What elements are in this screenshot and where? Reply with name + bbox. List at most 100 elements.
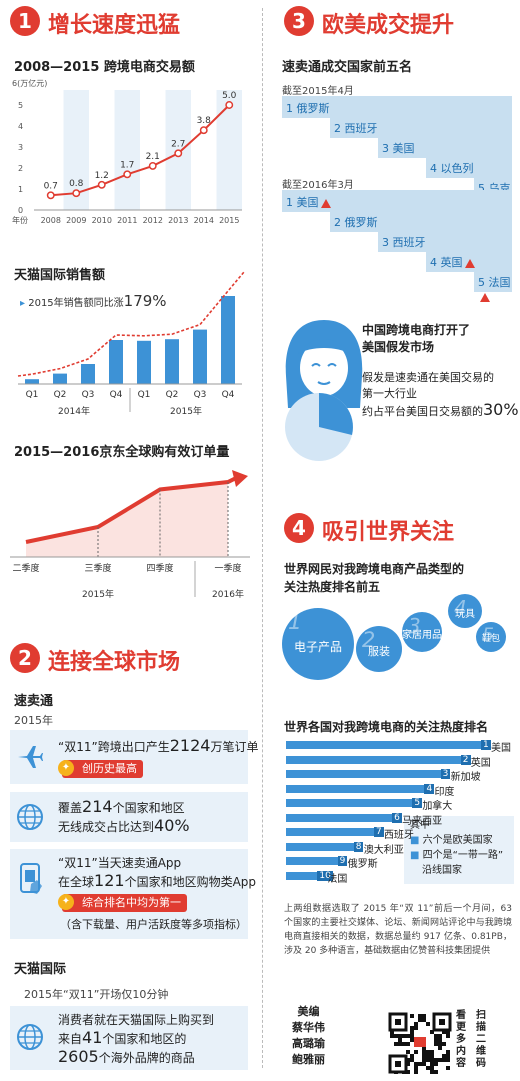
fake-line3-num: 30%: [483, 400, 519, 419]
qr-module: [438, 1034, 442, 1038]
qr-module: [434, 1034, 438, 1038]
item3-line1: “双11”当天速卖通App: [58, 856, 182, 870]
stair-step: [378, 230, 512, 252]
tmall-line2-post: 个国家和地区的: [102, 1032, 187, 1046]
qr-module: [410, 1026, 414, 1030]
globe-icon-2: [17, 1024, 43, 1050]
qr-module: [426, 1022, 430, 1026]
type-bubble-name: 家居用品: [402, 630, 442, 641]
qr-module: [442, 1030, 446, 1034]
item1-num: 2124: [169, 736, 211, 755]
chart1-value-label: 5.0: [222, 91, 237, 101]
qr-module: [426, 1050, 430, 1054]
chart2-annotation-text: 2015年销售额同比涨: [28, 298, 124, 309]
country-label: 新加坡: [450, 772, 481, 783]
country-label: 英国: [470, 757, 491, 769]
country-label: 法国: [327, 873, 348, 885]
chart2-bar: [165, 339, 179, 384]
chart1-point: [225, 101, 234, 109]
chart1-point: [174, 149, 183, 158]
type-bubble-name: 电子产品: [293, 640, 342, 654]
type-bubble-rank: 4: [454, 596, 467, 620]
qr-module: [434, 1062, 438, 1066]
chart1-point: [199, 126, 208, 135]
country-bar: [286, 813, 400, 822]
chart1-ytick: 1: [18, 185, 23, 194]
qr-module: [438, 1046, 442, 1050]
qr-code-icon[interactable]: [388, 1012, 452, 1074]
legend-item1: 六个是欧美国家: [422, 835, 493, 846]
country-label: 马来西亚: [402, 815, 443, 827]
tmall-text: 消费者就在天猫国际上购买到 来自41个国家和地区的 2605个海外品牌的商品: [58, 1012, 214, 1067]
chart1-point: [46, 191, 55, 200]
qr-module: [410, 1034, 414, 1038]
country-label: 俄罗斯: [347, 859, 378, 870]
item1-post: 万笔订单: [210, 740, 259, 754]
type-bubble: 3 家居用品: [402, 612, 442, 652]
types-title1: 世界网民对我跨境电商产品类型的: [284, 562, 465, 576]
stair-label: 2 俄罗斯: [334, 216, 378, 229]
stair-label: 4 英国: [430, 254, 475, 270]
type-bubble: 5 鞋包: [476, 622, 506, 652]
chart1-band: [216, 90, 242, 210]
fake-line1: 假发是速卖通在美国交易的: [362, 371, 494, 384]
qr-module: [414, 1026, 418, 1030]
legend-title: 其中: [410, 820, 430, 831]
country-label: 印度: [434, 786, 455, 798]
country-rank: 7: [373, 827, 384, 837]
qr-module: [414, 1062, 418, 1066]
country-label: 西班牙: [383, 830, 414, 841]
item2-line2-num: 40%: [154, 816, 190, 835]
legend-text: 其中 ■ 六个是欧美国家 ■ 四个是“一带一路” 沿线国家: [410, 820, 504, 876]
chart2-bar: [137, 340, 151, 384]
qr-finder-core: [395, 1061, 401, 1067]
country-bar: [286, 828, 381, 836]
qr-finder-core: [395, 1019, 401, 1025]
chart2-bar: [53, 373, 67, 384]
chart2-xtick: Q2: [166, 390, 179, 400]
stair-label: 1 美国: [286, 194, 331, 210]
stair-step: [378, 136, 512, 158]
country-label: 美国: [491, 743, 511, 754]
chart2-bar: [25, 379, 39, 384]
chart1-xtick: 2012: [143, 216, 163, 225]
qr-module: [430, 1054, 434, 1058]
qr-module: [438, 1058, 442, 1062]
qr-module: [410, 1014, 414, 1018]
type-bubble-rank: 3: [408, 614, 421, 638]
chart2-svg: Q1 Q2 Q3 Q4 Q1 Q2 Q3 Q4 2014年 2015年: [17, 271, 245, 417]
chart1-value-label: 1.2: [95, 171, 109, 181]
footnote: 上两组数据选取了 2015 年“双 11”前后一个月间，63 个国家的主要社交媒…: [284, 904, 512, 956]
qr-text-2: 扫描二维码: [476, 1010, 488, 1070]
qr-module: [410, 1030, 414, 1034]
stair-label: 3 西班牙: [382, 236, 426, 249]
stair-step: [282, 96, 512, 118]
qr-char: 维: [476, 1046, 486, 1057]
qr-module: [410, 1038, 414, 1042]
country-rank: 4: [424, 783, 435, 794]
qr-module: [406, 1050, 410, 1054]
chart1-ytick: 2: [18, 164, 23, 173]
section-4-title: 吸引世界关注: [322, 520, 455, 545]
item3-note: （含下载量、用户活跃度等多项指标）: [60, 918, 247, 931]
up-arrow-icon: [320, 198, 331, 208]
sumaitong-item-3-text: “双11”当天速卖通App 在全球121个国家和地区购物类App: [58, 855, 256, 891]
stair-label: 1 俄罗斯: [286, 102, 330, 115]
qr-module: [402, 1034, 406, 1038]
qr-module: [434, 1038, 438, 1042]
chart2-xtick: Q4: [222, 390, 235, 400]
chart1-xtick: 2015: [219, 216, 239, 225]
fake-title: 中国跨境电商打开了 美国假发市场: [362, 322, 470, 356]
chart2-xtick: Q4: [110, 390, 123, 400]
chart1-value-label: 0.8: [69, 179, 84, 189]
country-bar: [286, 741, 488, 749]
chart2-xtick: Q3: [194, 390, 207, 400]
qr-char: 容: [456, 1058, 466, 1069]
tmall-line2-num: 41: [82, 1028, 103, 1047]
chart1-xtick: 2010: [92, 216, 112, 225]
stair-step: [330, 210, 512, 232]
qr-module: [406, 1058, 410, 1062]
country-rank: 10: [317, 870, 333, 881]
country-rank: 6: [392, 812, 402, 823]
smt-rank-date1: 截至2015年4月: [282, 86, 354, 97]
